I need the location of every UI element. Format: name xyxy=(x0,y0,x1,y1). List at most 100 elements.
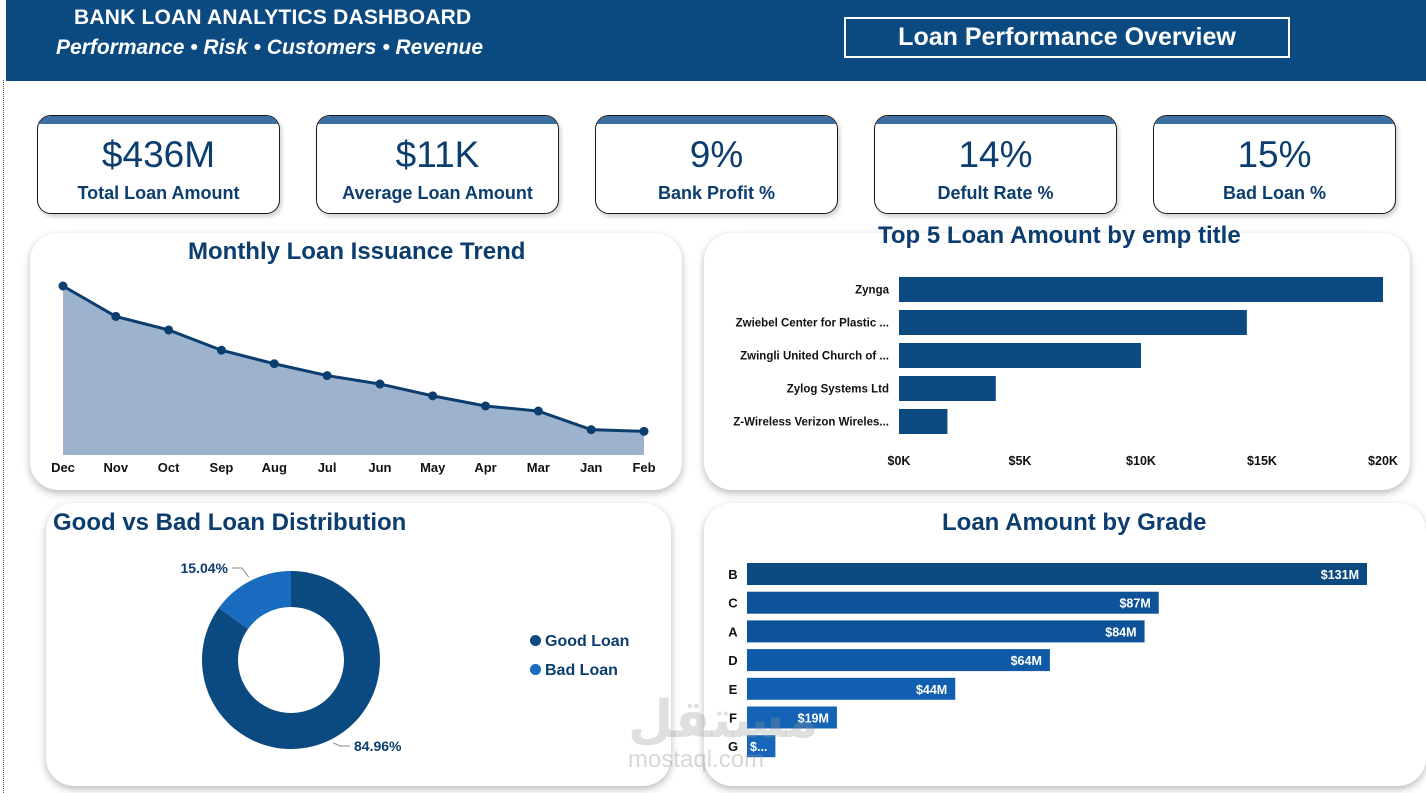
trend-data-point xyxy=(58,281,68,291)
top5-category-label: Zwingli United Church of ... xyxy=(740,351,889,363)
top5-emp-card: Top 5 Loan Amount by emp title Zynga Zwie… xyxy=(704,222,1410,490)
kpi-value: 15% xyxy=(1237,134,1312,175)
top5-bar xyxy=(899,409,948,434)
kpi-value: 14% xyxy=(958,134,1033,175)
grade-bar xyxy=(747,677,956,700)
donut-leader-line xyxy=(333,742,350,747)
legend-item-bad-loan[interactable]: Bad Loan xyxy=(530,662,618,680)
kpi-label: Bad Loan % xyxy=(1222,183,1326,203)
good-bad-title: Good vs Bad Loan Distribution xyxy=(53,509,407,536)
trend-series-line xyxy=(62,284,645,433)
trend-data-point xyxy=(586,425,596,435)
legend-label: Good Loan xyxy=(545,633,630,650)
top5-category-label: Zylog Systems Ltd xyxy=(787,384,889,396)
kpi-value: 9% xyxy=(689,134,744,175)
grade-category-label: C xyxy=(728,596,738,611)
kpi-accent-bar xyxy=(596,116,837,124)
top5-category-label: Zynga xyxy=(855,285,889,297)
trend-data-point xyxy=(164,325,174,335)
top5-x-tick-label: $15K xyxy=(1247,454,1277,468)
kpi-value: $11K xyxy=(395,134,480,175)
top5-bar xyxy=(899,277,1383,302)
monthly-trend-chart: Dec Nov Oct Sep Aug Jul Jun May Apr Mar Jan Feb xyxy=(51,281,656,475)
legend-item-good-loan[interactable]: Good Loan xyxy=(530,633,629,651)
dashboard-title: BANK LOAN ANALYTICS DASHBOARD xyxy=(74,6,472,29)
kpi-label: Total Loan Amount xyxy=(77,183,240,203)
grade-chart: B $131M C $87M A $84M D $64M E $44M F $19M G $... xyxy=(728,563,1367,758)
trend-x-tick-label: Jun xyxy=(368,460,391,475)
trend-x-tick-label: May xyxy=(420,460,446,475)
kpi-accent-bar xyxy=(1154,116,1395,124)
trend-data-point xyxy=(375,379,385,389)
top5-x-tick-label: $20K xyxy=(1368,454,1398,468)
legend-dot-icon xyxy=(530,635,541,646)
grade-category-label: E xyxy=(729,682,738,697)
kpi-label: Bank Profit % xyxy=(657,183,776,203)
donut-slice xyxy=(202,571,380,749)
grade-data-label: $64M xyxy=(1011,654,1042,668)
dashboard-header: BANK LOAN ANALYTICS DASHBOARD Performanc… xyxy=(6,0,1426,81)
trend-data-point xyxy=(639,426,649,436)
grade-data-label: $44M xyxy=(916,683,947,697)
top5-bar xyxy=(899,310,1247,335)
trend-data-point xyxy=(111,311,121,321)
grade-bar xyxy=(747,735,776,758)
monthly-trend-title: Monthly Loan Issuance Trend xyxy=(188,238,526,265)
kpi-accent-bar xyxy=(38,116,279,124)
kpi-card-bank-profit: 9% Bank Profit % xyxy=(595,115,838,214)
grade-category-label: F xyxy=(729,711,737,726)
top5-x-tick-label: $0K xyxy=(888,454,911,468)
trend-x-tick-label: Feb xyxy=(632,460,655,475)
trend-x-tick-label: Oct xyxy=(158,460,180,475)
top5-category-label: Zwiebel Center for Plastic ... xyxy=(736,318,889,330)
grade-category-label: G xyxy=(728,739,738,754)
overview-button[interactable]: Loan Performance Overview xyxy=(844,17,1290,58)
top5-emp-chart: Zynga Zwiebel Center for Plastic ... Zwing… xyxy=(733,277,1398,468)
grade-data-label: $... xyxy=(750,740,767,754)
grade-bar xyxy=(747,563,1367,585)
trend-x-tick-label: Mar xyxy=(527,460,550,475)
top5-bar xyxy=(899,376,996,401)
trend-data-point xyxy=(269,359,279,369)
grade-data-label: $131M xyxy=(1321,568,1359,582)
trend-x-tick-label: Aug xyxy=(262,460,287,475)
legend-label: Bad Loan xyxy=(545,662,618,679)
grade-category-label: D xyxy=(728,653,737,668)
kpi-card-average-loan-amount: $11K Average Loan Amount xyxy=(316,115,559,214)
top5-bar xyxy=(899,343,1141,368)
grade-data-label: $87M xyxy=(1119,597,1150,611)
trend-x-tick-label: Dec xyxy=(51,460,75,475)
kpi-label: Average Loan Amount xyxy=(342,183,533,203)
kpi-card-default-rate: 14% Defult Rate % xyxy=(874,115,1117,214)
trend-x-tick-label: Jul xyxy=(318,460,337,475)
kpi-label: Defult Rate % xyxy=(937,183,1054,203)
kpi-card-total-loan-amount: $436M Total Loan Amount xyxy=(37,115,280,214)
good-bad-card: Good vs Bad Loan Distribution 84.96% 15.0… xyxy=(46,503,671,786)
top5-x-tick-label: $10K xyxy=(1126,454,1156,468)
left-dotted-border xyxy=(3,80,4,793)
grade-title: Loan Amount by Grade xyxy=(942,509,1207,536)
donut-value-label: 15.04% xyxy=(181,560,229,576)
donut-slice xyxy=(218,571,291,629)
grade-category-label: A xyxy=(728,624,738,639)
grade-bar xyxy=(747,620,1145,643)
grade-card: Loan Amount by Grade B $131M C $87M A $84M D $6… xyxy=(704,503,1426,786)
trend-data-point xyxy=(428,391,438,401)
trend-x-tick-label: Sep xyxy=(210,460,234,475)
grade-data-label: $84M xyxy=(1105,625,1136,639)
grade-bar xyxy=(747,591,1159,614)
trend-area-fill xyxy=(63,286,644,455)
donut-value-label: 84.96% xyxy=(354,738,402,754)
trend-data-point xyxy=(322,371,332,381)
legend-dot-icon xyxy=(530,664,541,675)
trend-data-point xyxy=(533,406,543,416)
trend-x-tick-label: Apr xyxy=(474,460,496,475)
grade-category-label: B xyxy=(728,567,737,582)
grade-bar xyxy=(747,649,1050,672)
top5-category-label: Z-Wireless Verizon Wireles... xyxy=(733,417,889,429)
trend-x-tick-label: Nov xyxy=(104,460,129,475)
kpi-accent-bar xyxy=(317,116,558,124)
donut-leader-line xyxy=(232,567,250,578)
good-bad-donut-chart: 84.96% 15.04% xyxy=(181,560,403,754)
grade-data-label: $19M xyxy=(798,712,829,726)
